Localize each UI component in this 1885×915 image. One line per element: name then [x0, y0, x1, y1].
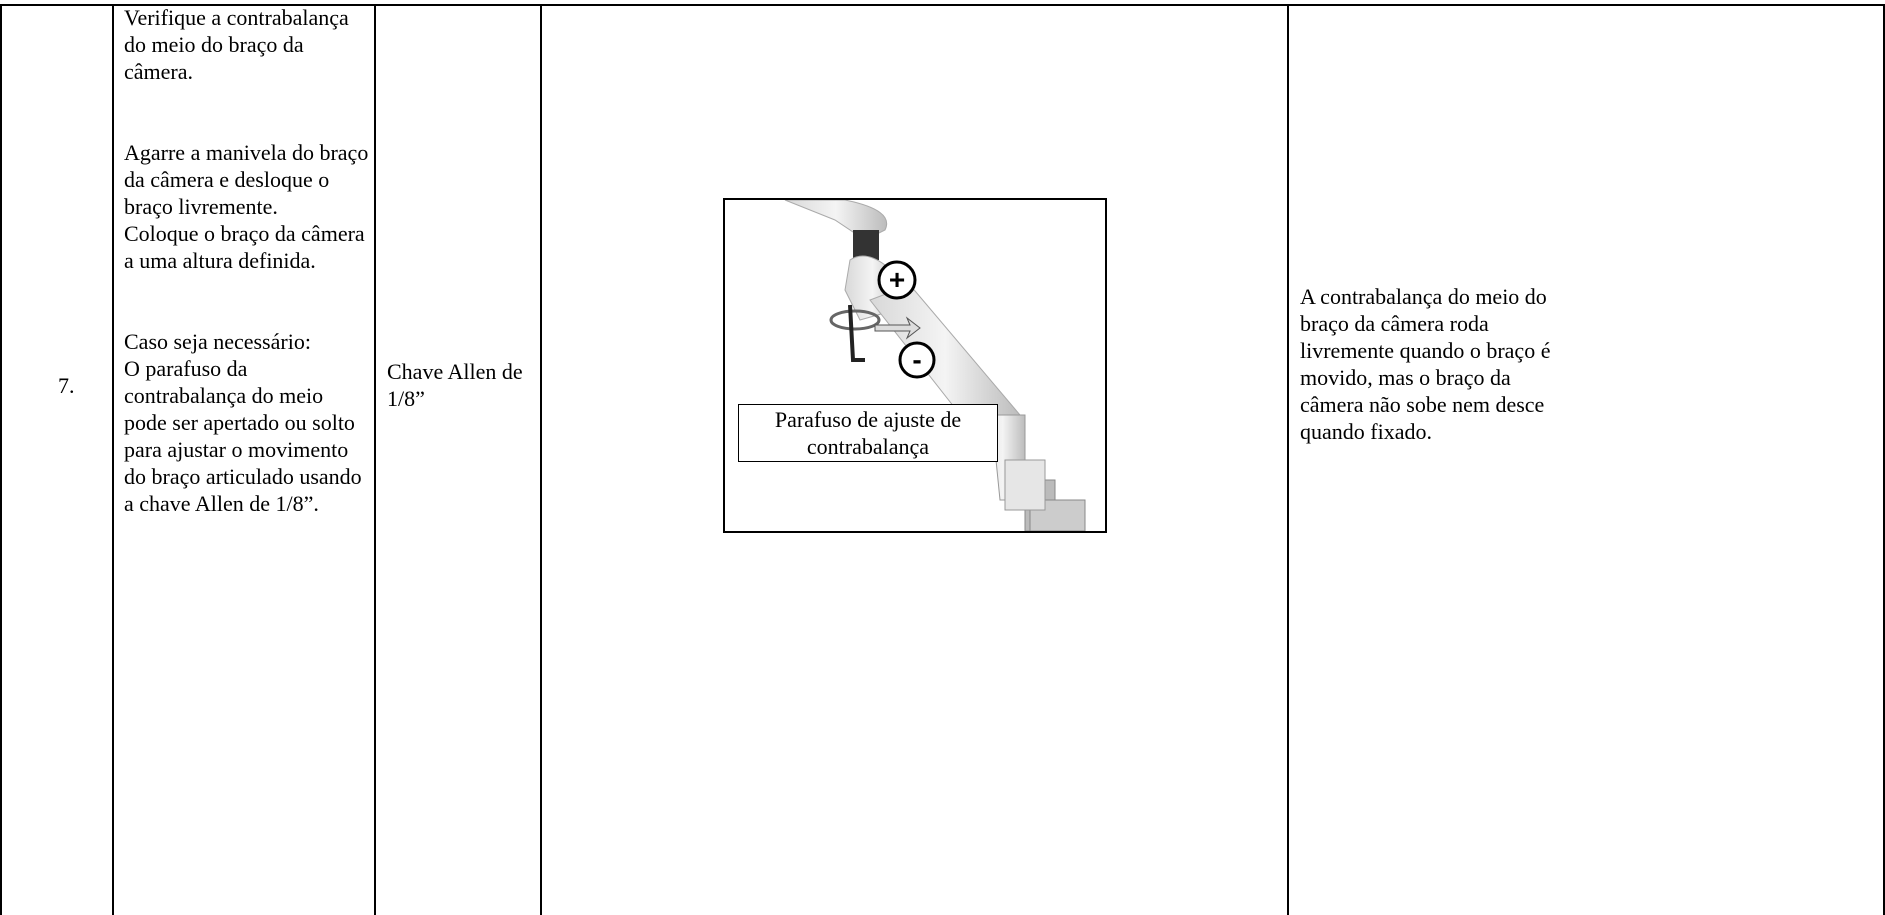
column-border: [1883, 5, 1885, 915]
column-border: [0, 5, 2, 915]
instruction-text: O parafuso da contrabalança do meio pode…: [124, 356, 362, 516]
instruction-text: Caso seja necessário:: [124, 329, 311, 354]
expected-result: A contrabalança do meio do braço da câme…: [1300, 284, 1551, 444]
tool: Chave Allen de 1/8”: [387, 359, 523, 411]
figure: + -: [723, 198, 1107, 533]
table-top-border: [0, 4, 1885, 6]
figure-caption: Parafuso de ajuste de contrabalança: [738, 404, 998, 462]
instructions: Verifique a contrabalança do meio do bra…: [124, 4, 369, 517]
arm-illustration: + -: [784, 200, 1086, 531]
step-number: 7.: [58, 373, 75, 398]
minus-sign: -: [912, 344, 921, 375]
column-border: [540, 5, 542, 915]
column-border: [1287, 5, 1289, 915]
column-border: [374, 5, 376, 915]
instruction-text: Agarre a manivela do braço da câmera e d…: [124, 140, 369, 219]
instruction-text: Verifique a contrabalança do meio do bra…: [124, 5, 349, 84]
instruction-text: Coloque o braço da câmera a uma altura d…: [124, 221, 365, 273]
plus-sign: +: [889, 264, 905, 295]
column-border: [112, 5, 114, 915]
